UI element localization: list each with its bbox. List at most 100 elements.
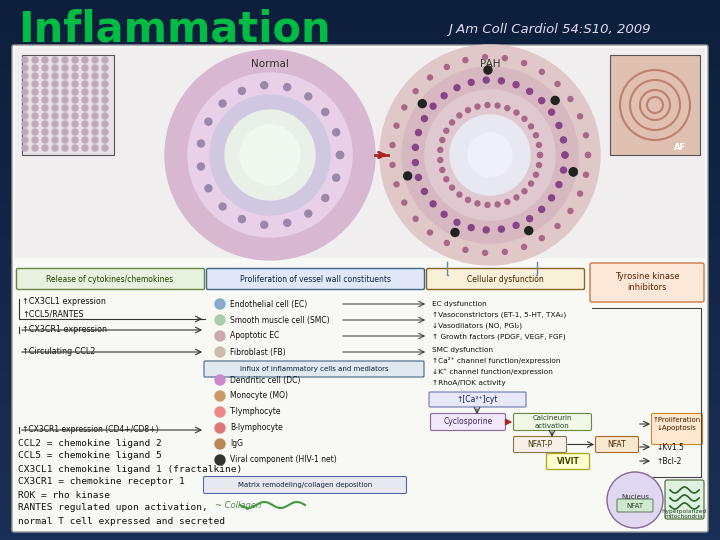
Circle shape [219,203,226,210]
Circle shape [570,168,577,176]
Text: CX3CL1 chemokine ligand 1 (fractalkine): CX3CL1 chemokine ligand 1 (fractalkine) [18,464,242,474]
Circle shape [32,65,38,71]
Circle shape [404,172,412,180]
Circle shape [62,121,68,127]
Circle shape [440,167,445,172]
Circle shape [336,152,343,159]
Circle shape [238,87,246,94]
Circle shape [165,50,375,260]
Circle shape [484,66,492,74]
Circle shape [92,113,98,119]
Text: J Am Coll Cardiol 54:S10, 2009: J Am Coll Cardiol 54:S10, 2009 [448,24,650,37]
Circle shape [526,89,533,94]
Text: Proliferation of vessel wall constituents: Proliferation of vessel wall constituent… [240,274,390,284]
Circle shape [418,100,426,107]
Text: Nucleus: Nucleus [621,494,649,500]
Circle shape [210,95,330,215]
Circle shape [32,97,38,103]
Circle shape [475,104,480,109]
Text: Influx of inflammatory cells and mediators: Influx of inflammatory cells and mediato… [240,366,388,372]
Circle shape [52,137,58,143]
Text: NFAT: NFAT [626,503,644,509]
Text: ↑Bcl-2: ↑Bcl-2 [656,456,681,465]
Circle shape [102,145,108,151]
Circle shape [549,195,554,201]
Circle shape [52,145,58,151]
FancyBboxPatch shape [207,268,425,289]
FancyBboxPatch shape [513,414,592,430]
Circle shape [394,123,399,128]
Circle shape [62,65,68,71]
Bar [610,55,700,155]
Circle shape [102,113,108,119]
Circle shape [521,60,526,65]
FancyBboxPatch shape [590,263,704,302]
Text: T-lymphocyte: T-lymphocyte [230,408,282,416]
Circle shape [538,152,542,158]
Circle shape [102,73,108,79]
Text: normal T cell expressed and secreted: normal T cell expressed and secreted [18,516,225,525]
Circle shape [52,89,58,95]
Circle shape [42,121,48,127]
Circle shape [215,423,225,433]
FancyBboxPatch shape [204,476,407,494]
Circle shape [498,226,504,232]
Text: EC dysfunction: EC dysfunction [432,301,487,307]
Circle shape [92,129,98,135]
Circle shape [539,69,544,75]
Circle shape [52,129,58,135]
Circle shape [62,89,68,95]
Circle shape [62,97,68,103]
Circle shape [22,137,28,143]
Circle shape [42,81,48,87]
Circle shape [536,143,541,147]
Circle shape [585,152,590,158]
Text: RANTES regulated upon activation,: RANTES regulated upon activation, [18,503,208,512]
Circle shape [102,57,108,63]
Circle shape [197,163,204,170]
Text: B-lymphocyte: B-lymphocyte [230,423,283,433]
Text: ↑Proliferation
↓Apoptosis: ↑Proliferation ↓Apoptosis [653,417,701,430]
Circle shape [32,57,38,63]
Circle shape [72,73,78,79]
Circle shape [42,65,48,71]
Circle shape [483,77,489,83]
Text: Cyclosporine: Cyclosporine [444,417,492,427]
Circle shape [261,82,268,89]
Circle shape [482,251,487,255]
Circle shape [503,249,508,254]
Circle shape [22,89,28,95]
Circle shape [52,73,58,79]
Circle shape [570,168,577,176]
Circle shape [92,97,98,103]
Circle shape [549,109,554,115]
Text: VIVIT: VIVIT [557,457,580,466]
Text: CCL2 = chemokine ligand 2: CCL2 = chemokine ligand 2 [18,438,162,448]
Circle shape [522,116,527,122]
Circle shape [215,407,225,417]
Circle shape [521,245,526,249]
Circle shape [514,195,519,200]
Circle shape [525,227,533,235]
Circle shape [82,65,88,71]
Text: Hyperpolarized
mitochondria: Hyperpolarized mitochondria [662,509,706,519]
Text: Normal: Normal [251,59,289,69]
Circle shape [32,137,38,143]
Circle shape [22,129,28,135]
Circle shape [305,210,312,217]
Circle shape [475,201,480,206]
Circle shape [72,65,78,71]
Circle shape [413,89,418,93]
Circle shape [215,439,225,449]
Circle shape [82,113,88,119]
Circle shape [205,185,212,192]
Circle shape [482,55,487,59]
Text: ↑CX3CL1 expression: ↑CX3CL1 expression [22,298,106,307]
Circle shape [82,73,88,79]
Text: Matrix remodeling/collagen deposition: Matrix remodeling/collagen deposition [238,482,372,488]
Circle shape [238,215,246,222]
Circle shape [380,45,600,265]
Circle shape [82,97,88,103]
Circle shape [463,58,468,63]
Circle shape [102,65,108,71]
